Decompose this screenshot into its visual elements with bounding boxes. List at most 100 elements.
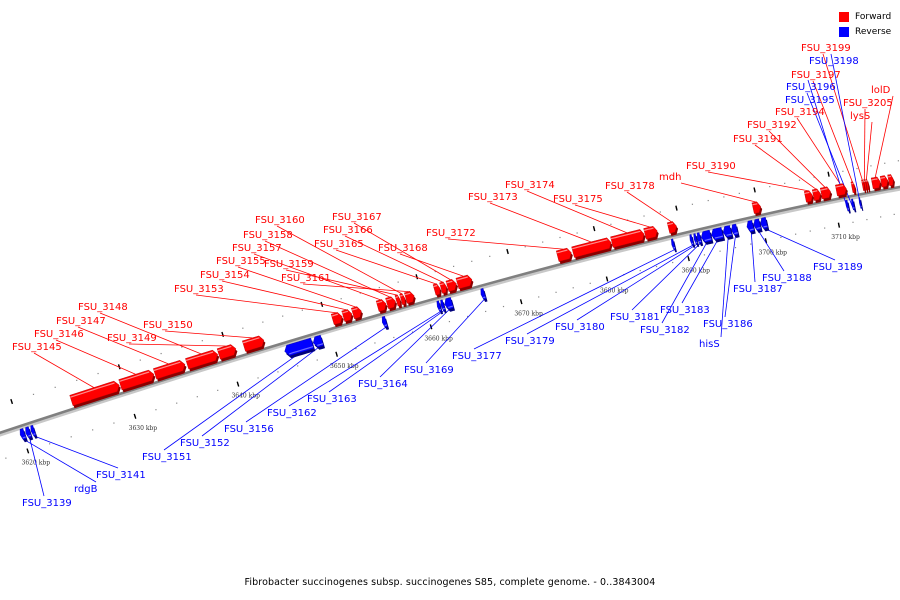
scale-dot: [411, 331, 414, 333]
leader-line: [626, 191, 672, 223]
gene-label-fsu_3153[interactable]: FSU_3153: [174, 284, 224, 295]
gene-label-fsu_3152[interactable]: FSU_3152: [180, 438, 230, 449]
scale-dot: [852, 221, 854, 223]
tick-label: 3640 kbp: [231, 393, 260, 400]
reverse-gene: [851, 198, 856, 211]
gene-label-fsu_3199[interactable]: FSU_3199: [801, 43, 851, 54]
gene-label-fsu_3150[interactable]: FSU_3150: [143, 320, 193, 331]
gene-label-fsu_3197[interactable]: FSU_3197: [791, 70, 841, 81]
gene-label-fsu_3151[interactable]: FSU_3151: [142, 452, 192, 463]
gene-label-fsu_3182[interactable]: FSU_3182: [640, 325, 690, 336]
gene-highlight: [351, 307, 358, 311]
legend-reverse-label: Reverse: [855, 26, 892, 37]
major-tick: [26, 448, 30, 454]
gene-label-fsu_3168[interactable]: FSU_3168: [378, 243, 428, 254]
gene-label-fsu_3169[interactable]: FSU_3169: [404, 365, 454, 376]
gene-label-fsu_3145[interactable]: FSU_3145: [12, 342, 62, 353]
gene-highlight: [714, 235, 724, 239]
gene-label-fsu_3177[interactable]: FSU_3177: [452, 351, 502, 362]
gene-label-fsu_3194[interactable]: FSU_3194: [775, 107, 825, 118]
gene-label-fsu_3175[interactable]: FSU_3175: [553, 194, 603, 205]
gene-label-fsu_3160[interactable]: FSU_3160: [255, 215, 305, 226]
forward-gene: [185, 349, 218, 370]
gene-label-fsu_3190[interactable]: FSU_3190: [686, 161, 736, 172]
gene-label-hiss[interactable]: hisS: [699, 339, 720, 350]
gene-label-lold[interactable]: lolD: [871, 85, 891, 96]
gene-label-fsu_3139[interactable]: FSU_3139: [22, 498, 72, 509]
leader-line: [830, 53, 862, 209]
gene-highlight: [242, 337, 260, 344]
scale-dot: [780, 236, 782, 239]
gene-label-fsu_3156[interactable]: FSU_3156: [224, 424, 274, 435]
gene-label-fsu_3147[interactable]: FSU_3147: [56, 316, 106, 327]
leader-line: [425, 299, 485, 364]
scale-dot: [893, 213, 895, 215]
gene-label-fsu_3167[interactable]: FSU_3167: [332, 212, 382, 223]
scale-dot: [181, 346, 183, 348]
gene-label-fsu_3146[interactable]: FSU_3146: [34, 329, 84, 340]
gene-label-fsu_3165[interactable]: FSU_3165: [314, 239, 364, 250]
scale-dot: [734, 247, 737, 249]
gene-label-fsu_3188[interactable]: FSU_3188: [762, 273, 812, 284]
gene-label-fsu_3155[interactable]: FSU_3155: [216, 256, 266, 267]
reverse-gene: [845, 199, 850, 212]
scale-dot: [176, 402, 178, 404]
gene-label-fsu_3191[interactable]: FSU_3191: [733, 134, 783, 145]
gene-label-fsu_3183[interactable]: FSU_3183: [660, 305, 710, 316]
gene-highlight: [119, 371, 150, 382]
gene-label-fsu_3141[interactable]: FSU_3141: [96, 470, 146, 481]
gene-highlight: [456, 276, 468, 281]
gene-features: [19, 174, 895, 443]
leader-line: [55, 339, 136, 375]
scale-dot: [262, 321, 264, 323]
scale-dot: [139, 359, 141, 361]
major-tick: [592, 226, 596, 232]
tick-label: 3660 kbp: [424, 335, 453, 342]
gene-label-fsu_3174[interactable]: FSU_3174: [505, 180, 555, 191]
gene-label-fsu_3192[interactable]: FSU_3192: [747, 120, 797, 131]
gene-label-fsu_3178[interactable]: FSU_3178: [605, 181, 655, 192]
gene-label-fsu_3154[interactable]: FSU_3154: [200, 270, 250, 281]
gene-label-fsu_3166[interactable]: FSU_3166: [323, 225, 373, 236]
scale-dot: [32, 393, 35, 395]
gene-label-fsu_3157[interactable]: FSU_3157: [232, 243, 282, 254]
gene-label-fsu_3149[interactable]: FSU_3149: [107, 333, 157, 344]
gene-label-fsu_3163[interactable]: FSU_3163: [307, 394, 357, 405]
leader-line: [576, 244, 697, 321]
gene-label-rdgb[interactable]: rdgB: [74, 484, 98, 495]
gene-label-fsu_3189[interactable]: FSU_3189: [813, 262, 863, 273]
tick-label: 3650 kbp: [330, 363, 359, 370]
major-tick: [675, 205, 678, 211]
gene-label-mdh[interactable]: mdh: [659, 172, 681, 183]
gene-label-fsu_3198[interactable]: FSU_3198: [809, 56, 859, 67]
gene-label-fsu_3172[interactable]: FSU_3172: [426, 228, 476, 239]
scale-dot: [359, 292, 361, 294]
scale-dot: [555, 291, 557, 293]
gene-label-fsu_3164[interactable]: FSU_3164: [358, 379, 408, 390]
gene-label-fsu_3161[interactable]: FSU_3161: [281, 273, 331, 284]
major-tick: [827, 171, 830, 177]
gene-label-fsu_3158[interactable]: FSU_3158: [243, 230, 293, 241]
gene-label-fsu_3187[interactable]: FSU_3187: [733, 284, 783, 295]
leader-line: [750, 231, 756, 283]
gene-label-fsu_3179[interactable]: FSU_3179: [505, 336, 555, 347]
gene-label-fsu_3148[interactable]: FSU_3148: [78, 302, 128, 313]
gene-label-fsu_3159[interactable]: FSU_3159: [264, 259, 314, 270]
gene-label-fsu_3195[interactable]: FSU_3195: [785, 95, 835, 106]
gene-depth: [860, 200, 864, 211]
scale-dot: [643, 215, 645, 217]
leader-line: [276, 225, 402, 294]
gene-label-fsu_3162[interactable]: FSU_3162: [267, 408, 317, 419]
gene-highlight: [704, 238, 712, 241]
gene-label-fsu_3180[interactable]: FSU_3180: [555, 322, 605, 333]
gene-label-fsu_3186[interactable]: FSU_3186: [703, 319, 753, 330]
gene-highlight: [756, 227, 761, 230]
gene-label-fsu_3205[interactable]: FSU_3205: [843, 98, 893, 109]
gene-label-fsu_3181[interactable]: FSU_3181: [610, 312, 660, 323]
gene-label-fsu_3173[interactable]: FSU_3173: [468, 192, 518, 203]
gene-highlight: [749, 228, 754, 231]
gene-label-lyss[interactable]: lysS: [850, 111, 870, 122]
scale-dot: [784, 182, 786, 184]
gene-label-fsu_3196[interactable]: FSU_3196: [786, 82, 836, 93]
gene-highlight: [763, 225, 768, 228]
